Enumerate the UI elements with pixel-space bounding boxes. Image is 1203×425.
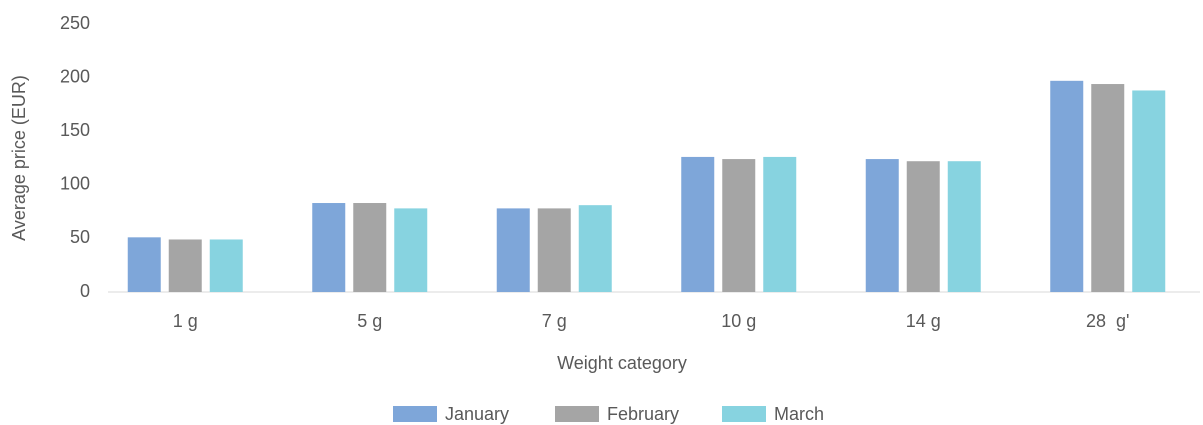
- bar: [865, 159, 899, 292]
- bar: [763, 156, 797, 292]
- bar: [168, 239, 202, 292]
- x-tick-label: 1 g: [173, 311, 198, 331]
- bar: [681, 156, 715, 292]
- bar: [578, 205, 612, 292]
- legend-swatch: [722, 406, 766, 422]
- legend-swatch: [393, 406, 437, 422]
- y-tick-label: 100: [60, 174, 90, 194]
- legend-swatch: [555, 406, 599, 422]
- y-tick-label: 250: [60, 13, 90, 33]
- bar: [722, 159, 756, 292]
- bar: [537, 208, 571, 292]
- y-tick-label: 150: [60, 120, 90, 140]
- legend-label: January: [445, 404, 509, 424]
- bar: [127, 237, 161, 292]
- y-tick-label: 0: [80, 281, 90, 301]
- bar: [496, 208, 530, 292]
- bar: [1050, 80, 1084, 292]
- bar: [947, 161, 981, 292]
- bar: [906, 161, 940, 292]
- x-axis-label: Weight category: [557, 353, 687, 373]
- x-tick-label: 28 g': [1086, 311, 1129, 331]
- y-tick-label: 50: [70, 227, 90, 247]
- bar: [312, 203, 346, 292]
- legend-label: March: [774, 404, 824, 424]
- legend-label: February: [607, 404, 679, 424]
- y-axis-label: Average price (EUR): [9, 75, 29, 241]
- bar: [353, 203, 387, 292]
- bar: [1132, 90, 1166, 293]
- y-tick-label: 200: [60, 66, 90, 86]
- bar: [394, 208, 428, 292]
- x-tick-label: 7 g: [542, 311, 567, 331]
- x-tick-label: 10 g: [721, 311, 756, 331]
- x-tick-label: 14 g: [906, 311, 941, 331]
- x-tick-label: 5 g: [357, 311, 382, 331]
- bar: [209, 239, 243, 292]
- bar: [1091, 84, 1125, 292]
